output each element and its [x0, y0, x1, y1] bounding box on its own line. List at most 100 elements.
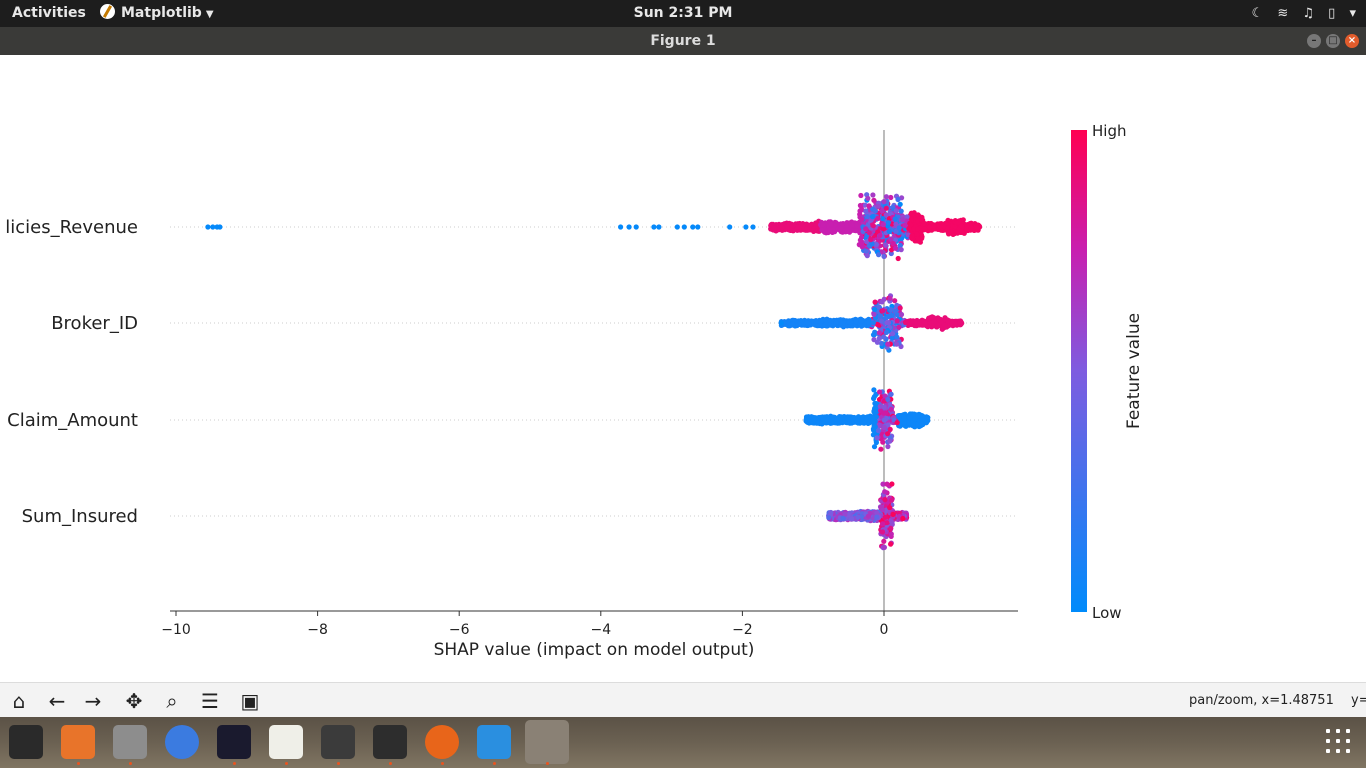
shap-point-outlier [690, 224, 696, 230]
shap-point [902, 319, 909, 325]
figure-canvas[interactable]: −10 −8 −6 −4 −2 0 licies_Revenue Broker_ID Clai… [0, 55, 1366, 682]
shap-point-outlier [210, 224, 216, 230]
maximize-button[interactable]: □ [1326, 34, 1340, 48]
shap-point [789, 223, 796, 229]
matplotlib-icon [100, 4, 115, 19]
shap-point [942, 322, 948, 328]
shap-point [828, 221, 834, 227]
shap-point [885, 431, 891, 437]
shap-point [901, 420, 908, 426]
shap-point [884, 481, 890, 487]
shap-point [887, 295, 893, 301]
shap-point [909, 233, 915, 239]
shap-point [892, 245, 899, 251]
shap-point [870, 332, 877, 338]
shap-point [864, 239, 870, 245]
shap-point [878, 340, 885, 346]
shap-point [866, 319, 872, 325]
shap-point [896, 225, 902, 231]
shap-point [859, 415, 865, 421]
shap-point [874, 435, 880, 441]
shap-point [879, 208, 885, 214]
shap-point [844, 228, 850, 234]
system-tray[interactable]: ☾ ≋ ♫ ▯ ▾ [1242, 0, 1356, 27]
chevron-down-icon: ▾ [1349, 6, 1356, 21]
shap-point [907, 414, 913, 421]
shap-point [906, 226, 912, 232]
shap-point [929, 323, 935, 329]
shap-point-outlier [674, 224, 680, 230]
shap-point [898, 208, 904, 214]
shap-point [894, 420, 900, 426]
shap-point [912, 416, 918, 422]
minimize-button[interactable]: – [1307, 34, 1321, 48]
shap-point [957, 319, 964, 325]
shap-point [871, 444, 878, 450]
shap-point [881, 199, 887, 205]
shap-point-outlier [778, 320, 784, 326]
shap-point [878, 446, 884, 452]
shap-point [877, 313, 884, 319]
shap-point [858, 192, 864, 199]
shap-point [872, 299, 878, 305]
shap-point [849, 222, 856, 228]
shap-point [859, 216, 865, 222]
shap-point [861, 420, 867, 426]
shap-point [894, 341, 900, 347]
shap-point [896, 413, 903, 419]
shap-point [807, 222, 814, 228]
shap-point [885, 443, 891, 450]
shap-point [955, 228, 962, 235]
app-menu-label: Matplotlib [121, 5, 202, 21]
shap-point [949, 318, 955, 324]
window-titlebar[interactable]: Figure 1 – □ × [0, 27, 1366, 55]
shap-point [871, 394, 878, 400]
shap-point [908, 216, 915, 222]
chevron-down-icon: ▼ [205, 9, 214, 20]
shap-point [921, 221, 927, 227]
shap-point [914, 231, 920, 237]
shap-point [876, 304, 882, 310]
shap-point-outlier [626, 224, 632, 230]
shap-point [888, 307, 894, 313]
shap-point [902, 222, 908, 229]
shap-point [864, 253, 870, 259]
shap-point [889, 312, 895, 318]
shap-point [881, 424, 887, 431]
shap-point [883, 329, 890, 335]
shap-point [822, 322, 828, 328]
shap-point [895, 196, 901, 203]
shap-point [819, 227, 825, 233]
shap-point [883, 194, 890, 200]
shap-point [875, 215, 881, 221]
shap-point [881, 334, 887, 340]
shap-point [881, 253, 887, 259]
shap-point [838, 415, 844, 421]
shap-point [864, 214, 871, 220]
activities-button[interactable]: Activities [12, 5, 86, 21]
shap-point [922, 320, 928, 326]
shap-point [871, 311, 877, 317]
shap-point [858, 318, 864, 324]
shap-point [872, 424, 878, 430]
app-menu[interactable]: Matplotlib ▼ [100, 0, 214, 27]
shap-point [771, 225, 778, 231]
shap-point [872, 306, 878, 313]
shap-point [828, 419, 834, 425]
shap-point [894, 334, 900, 340]
shap-point-outlier [743, 224, 749, 230]
shap-point [790, 321, 796, 327]
shap-point [885, 220, 891, 226]
row-guides [170, 226, 1018, 517]
shap-point [874, 339, 881, 345]
battery-icon: ▯ [1328, 6, 1336, 21]
close-button[interactable]: × [1345, 34, 1359, 48]
shap-point [881, 544, 888, 550]
shap-point-outlier [727, 224, 733, 230]
shap-point [838, 225, 844, 232]
shap-point [881, 417, 888, 423]
shap-point [914, 421, 921, 427]
shap-point [893, 228, 899, 234]
shap-point [876, 252, 882, 258]
shap-point [892, 216, 898, 222]
